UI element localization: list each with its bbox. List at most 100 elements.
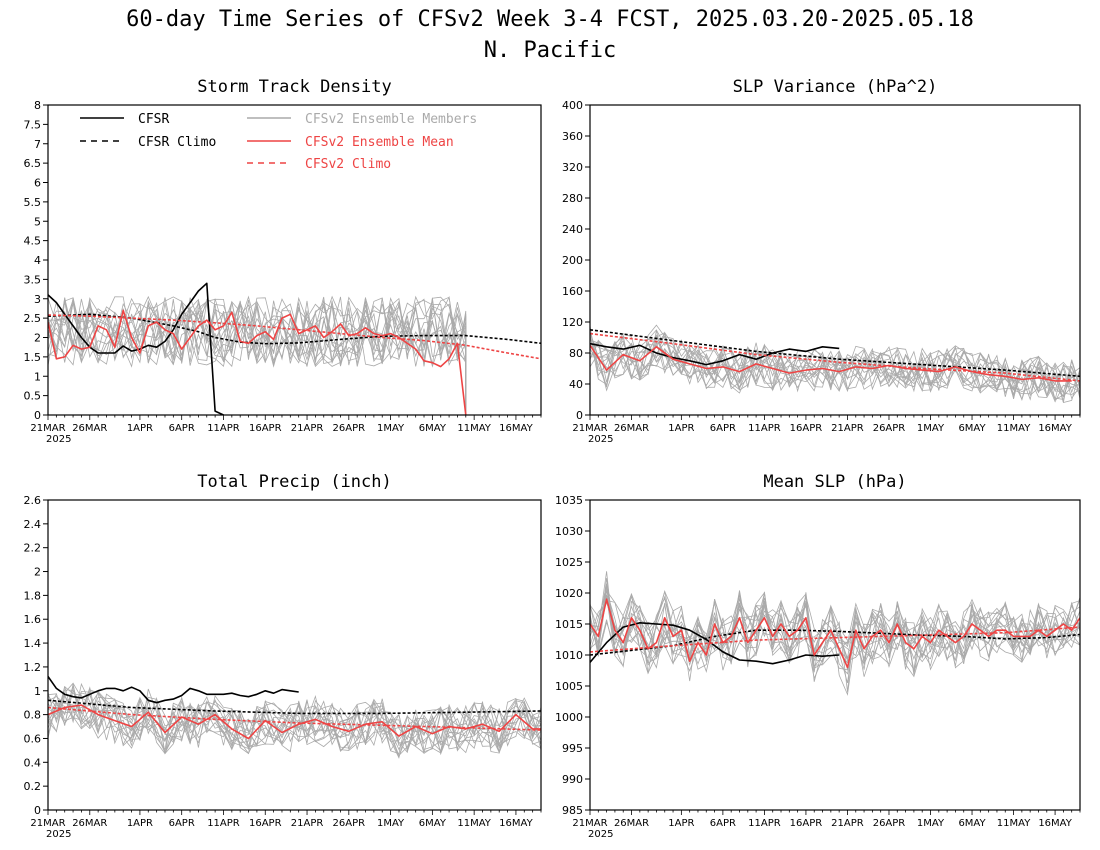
x-tick-label: 21MAR bbox=[572, 818, 607, 829]
series-cfsv2-ensemble-mean bbox=[48, 309, 467, 415]
x-tick-label: 1MAY bbox=[917, 818, 945, 829]
panel-title: Total Precip (inch) bbox=[197, 472, 391, 492]
x-tick-label: 26APR bbox=[333, 818, 366, 829]
x-tick-label: 11MAY bbox=[457, 423, 491, 434]
series-cfsv2-climo bbox=[590, 332, 1080, 382]
y-tick-label: 0.2 bbox=[24, 780, 42, 793]
legend-label: CFSR bbox=[138, 112, 169, 127]
x-tick-label: 21MAR bbox=[30, 818, 65, 829]
x-tick-label: 6MAY bbox=[419, 423, 447, 434]
y-tick-label: 7 bbox=[34, 138, 41, 151]
y-tick-label: 1 bbox=[34, 370, 41, 383]
y-tick-label: 40 bbox=[569, 378, 583, 391]
x-tick-label: 1MAY bbox=[917, 423, 945, 434]
y-tick-label: 1.5 bbox=[24, 351, 42, 364]
x-tick-sublabel: 2025 bbox=[588, 829, 613, 840]
y-tick-label: 160 bbox=[562, 285, 583, 298]
y-tick-label: 2.2 bbox=[24, 542, 42, 555]
x-tick-label: 26MAR bbox=[72, 423, 107, 434]
y-tick-label: 1020 bbox=[555, 587, 583, 600]
y-tick-label: 2.5 bbox=[24, 312, 42, 325]
y-tick-label: 5 bbox=[34, 215, 41, 228]
legend: CFSR CFSR Climo CFSv2 Ensemble Members CFSv… bbox=[80, 112, 477, 172]
y-tick-label: 0.8 bbox=[24, 709, 42, 722]
y-tick-label: 0 bbox=[34, 409, 41, 422]
y-tick-label: 0.4 bbox=[24, 756, 42, 769]
figure-title-line2: N. Pacific bbox=[484, 38, 616, 63]
y-tick-label: 2 bbox=[34, 332, 41, 345]
ensemble-member-line bbox=[48, 686, 541, 754]
x-tick-label: 6MAY bbox=[419, 818, 447, 829]
x-tick-label: 6APR bbox=[710, 818, 736, 829]
y-tick-label: 1010 bbox=[555, 649, 583, 662]
y-tick-label: 1.4 bbox=[24, 637, 42, 650]
panel-slp-variance: SLP Variance (hPa^2) 0 40 80 120 160 200 240 280… bbox=[562, 77, 1081, 445]
ensemble-member-line bbox=[48, 682, 541, 755]
x-tick-label: 11MAY bbox=[997, 423, 1031, 434]
y-tick-label: 1015 bbox=[555, 618, 583, 631]
ensemble-member-line bbox=[48, 692, 541, 758]
y-tick-label: 6.5 bbox=[24, 157, 42, 170]
y-tick-label: 1005 bbox=[555, 680, 583, 693]
x-tick-label: 6APR bbox=[169, 818, 195, 829]
y-tick-label: 985 bbox=[562, 804, 583, 817]
legend-item-cfsr-climo: CFSR Climo bbox=[80, 135, 216, 150]
ensemble-member-line bbox=[48, 298, 467, 415]
y-tick-label: 1.8 bbox=[24, 589, 42, 602]
legend-label: CFSv2 Ensemble Mean bbox=[305, 135, 454, 150]
x-tick-label: 1MAY bbox=[377, 818, 405, 829]
y-tick-label: 320 bbox=[562, 161, 583, 174]
panel-mean-slp: Mean SLP (hPa) 985 990 995 1000 1005 1010 1015 1… bbox=[555, 472, 1081, 840]
x-tick-label: 6APR bbox=[169, 423, 195, 434]
y-tick-label: 990 bbox=[562, 773, 583, 786]
x-tick-label: 11APR bbox=[748, 423, 781, 434]
x-tick-sublabel: 2025 bbox=[588, 434, 613, 445]
x-tick-label: 26APR bbox=[873, 818, 906, 829]
ensemble-member-line bbox=[48, 295, 467, 415]
figure-title-line1: 60-day Time Series of CFSv2 Week 3-4 FCS… bbox=[126, 7, 974, 32]
x-tick-label: 1MAY bbox=[377, 423, 405, 434]
y-tick-label: 995 bbox=[562, 742, 583, 755]
panel-title: Mean SLP (hPa) bbox=[763, 472, 906, 492]
x-tick-label: 16APR bbox=[249, 423, 282, 434]
y-tick-label: 1 bbox=[34, 685, 41, 698]
y-tick-label: 2.4 bbox=[24, 518, 42, 531]
series-cfsr-climo bbox=[48, 699, 541, 715]
x-tick-label: 11APR bbox=[748, 818, 781, 829]
ensemble-member-line bbox=[48, 297, 467, 415]
legend-item-cfsv2-ensemble-mean: CFSv2 Ensemble Mean bbox=[247, 135, 454, 150]
series-cfsr bbox=[590, 342, 840, 366]
x-tick-label: 1APR bbox=[127, 423, 153, 434]
series-cfsv2-ensemble-mean bbox=[590, 598, 1080, 669]
ensemble-member-line bbox=[48, 297, 467, 415]
y-tick-label: 0.6 bbox=[24, 732, 42, 745]
series-cfsr-climo bbox=[48, 313, 541, 345]
panel-storm-track-density: Storm Track Density 0 0.5 1 1.5 2 2.5 3 3.5 4 4.5 5… bbox=[24, 77, 542, 445]
series-cfsv2-climo bbox=[48, 314, 541, 360]
plot-frame bbox=[47, 104, 542, 416]
x-tick-label: 11MAY bbox=[997, 818, 1031, 829]
x-tick-label: 6APR bbox=[710, 423, 736, 434]
legend-label: CFSv2 Climo bbox=[305, 157, 391, 172]
x-tick-label: 21APR bbox=[831, 423, 864, 434]
y-tick-label: 5.5 bbox=[24, 196, 42, 209]
legend-label: CFSv2 Ensemble Members bbox=[305, 112, 477, 127]
y-tick-label: 4 bbox=[34, 254, 41, 267]
plot-area bbox=[48, 282, 541, 415]
x-tick-label: 26APR bbox=[333, 423, 366, 434]
x-tick-sublabel: 2025 bbox=[46, 434, 71, 445]
y-tick-label: 1000 bbox=[555, 711, 583, 724]
legend-item-cfsv2-climo: CFSv2 Climo bbox=[247, 157, 391, 172]
plot-frame bbox=[47, 499, 542, 811]
series-cfsv2-ensemble-mean bbox=[590, 344, 1072, 382]
series-cfsr bbox=[48, 282, 224, 415]
y-tick-label: 0 bbox=[34, 804, 41, 817]
plot-area bbox=[48, 676, 541, 759]
x-tick-label: 21APR bbox=[291, 423, 324, 434]
x-tick-label: 16MAY bbox=[499, 423, 533, 434]
y-tick-label: 0.5 bbox=[24, 390, 42, 403]
x-tick-label: 26MAR bbox=[72, 818, 107, 829]
ensemble-member-line bbox=[590, 578, 1080, 671]
plot-area bbox=[590, 571, 1080, 696]
